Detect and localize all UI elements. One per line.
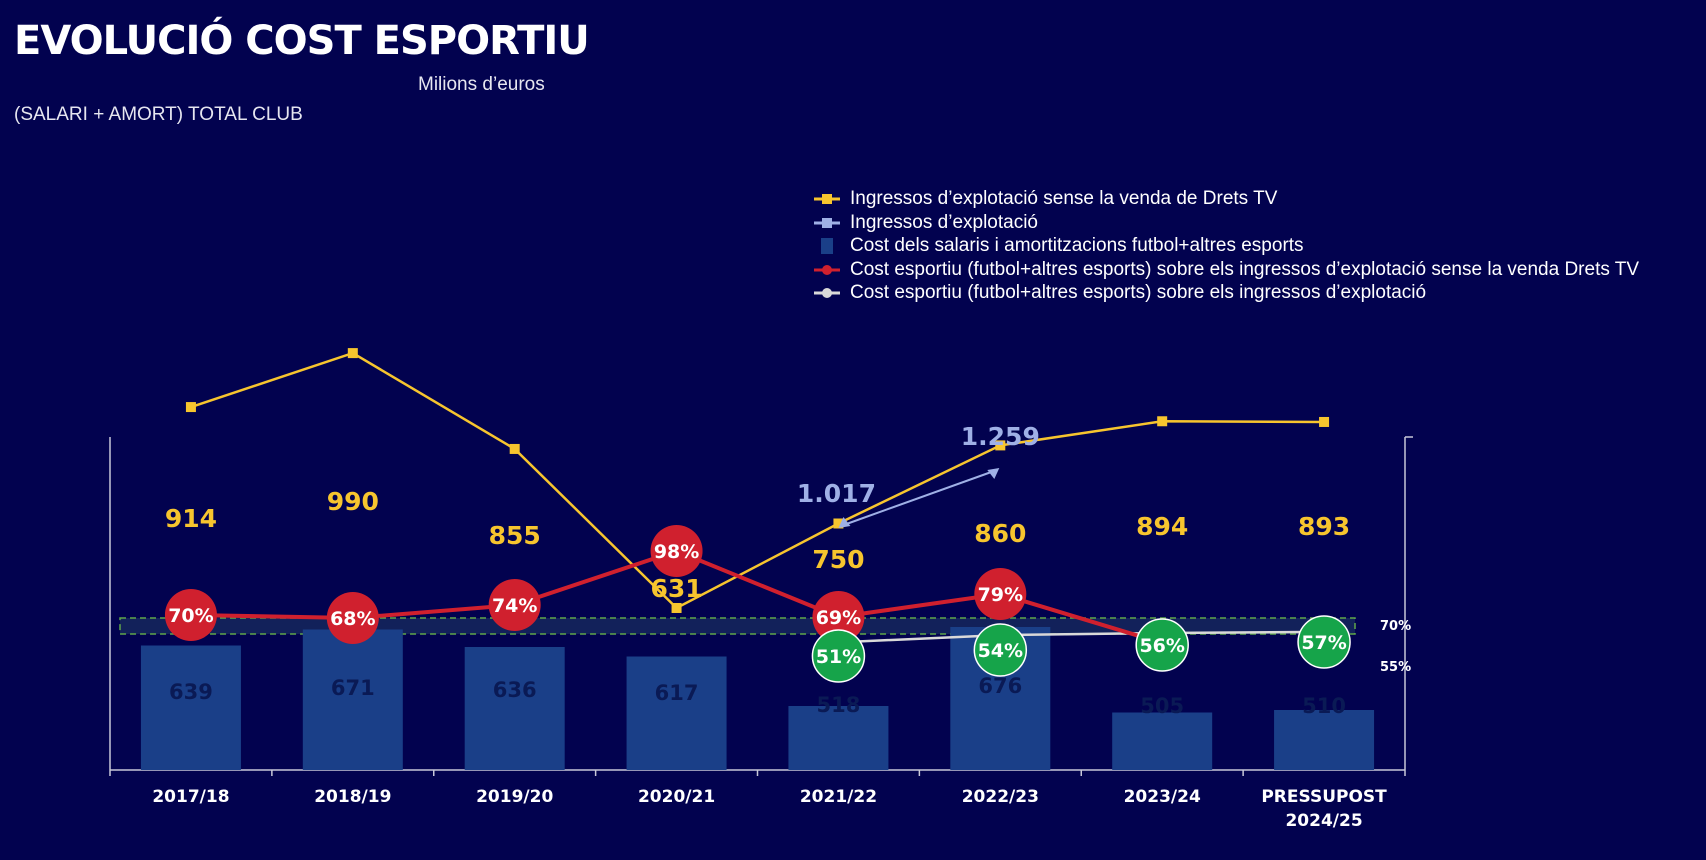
income-no-tv-label: 860 (974, 519, 1026, 548)
income-point (838, 517, 851, 528)
income-no-tv-point (1157, 416, 1168, 427)
x-tick-label: 2017/18 (152, 787, 229, 807)
chart-legend: Ingressos d’explotació sense la venda de… (812, 187, 1639, 305)
ratio-no-tv-label: 74% (492, 595, 537, 617)
x-tick-label: PRESSUPOST (1261, 787, 1387, 807)
legend-label: Cost esportiu (futbol+altres esports) so… (850, 258, 1640, 280)
ratio-no-tv-point (488, 579, 541, 631)
bar (140, 645, 241, 770)
income-no-tv-point (671, 602, 682, 613)
bar-value-label: 676 (978, 674, 1022, 698)
ratio-label: 56% (1139, 635, 1184, 657)
page-title: EVOLUCIÓ COST ESPORTIU (14, 18, 590, 64)
bar-value-label: 518 (817, 693, 861, 717)
income-no-tv-point (347, 348, 358, 359)
bar-value-label: 671 (331, 676, 375, 700)
line-square-marker-icon (814, 217, 840, 228)
income-no-tv-label: 894 (1136, 512, 1188, 541)
x-tick-label: 2024/25 (1285, 811, 1362, 831)
ratio-point (811, 629, 866, 683)
ratio-no-tv-label: 70% (168, 605, 213, 627)
income-no-tv-point (995, 440, 1006, 451)
legend-label: Cost esportiu (futbol+altres esports) so… (850, 282, 1427, 303)
x-tick-label: 2021/22 (800, 787, 877, 807)
legend-label: Cost dels salaris i amortitzacions futbo… (850, 235, 1304, 256)
x-tick-label: 2020/21 (638, 787, 715, 807)
ratio-label: 54% (978, 640, 1023, 662)
line-circle-marker-icon (814, 264, 840, 275)
bar (1112, 712, 1213, 770)
series-line-ratio (838, 630, 1325, 644)
bar-value-label: 505 (1140, 694, 1184, 718)
income-no-tv-point (1319, 416, 1330, 427)
income-no-tv-label: 631 (650, 574, 702, 603)
legend-item-ratio: Cost esportiu (futbol+altres esports) so… (812, 281, 1639, 305)
bar-square-icon (821, 238, 833, 254)
ratio-no-tv-label: 79% (978, 584, 1023, 606)
income-no-tv-point (509, 443, 520, 454)
income-no-tv-label: 750 (812, 545, 864, 574)
legend-label: Ingressos d’explotació (850, 211, 1038, 233)
bar (626, 656, 727, 770)
ratio-label: 51% (816, 646, 861, 668)
ratio-no-tv-point (326, 592, 379, 644)
income-point (987, 468, 1000, 479)
series-line-income (846, 471, 992, 525)
ratio-no-tv-point (164, 589, 217, 641)
page-subtitle: Milions d’euros (418, 74, 545, 95)
ratio-point (1297, 615, 1351, 669)
legend-item-ratio-no-tv: Cost esportiu (futbol+altres esports) so… (812, 258, 1639, 282)
x-tick-label: 2023/24 (1124, 787, 1201, 807)
income-no-tv-point (833, 518, 844, 529)
income-no-tv-point (185, 402, 196, 413)
bar-value-label: 617 (655, 681, 699, 705)
income-no-tv-label: 990 (327, 487, 379, 516)
income-no-tv-label: 893 (1298, 512, 1350, 541)
bar (788, 706, 889, 770)
ratio-no-tv-point (812, 591, 865, 643)
income-no-tv-label: 914 (165, 504, 217, 533)
ratio-no-tv-label: 68% (330, 608, 375, 630)
page-subtitle-secondary: (SALARI + AMORT) TOTAL CLUB (14, 104, 303, 125)
reference-label-high: 70% (1380, 619, 1411, 634)
legend-item-income-no-tv: Ingressos d’explotació sense la venda de… (812, 187, 1639, 211)
bar (302, 629, 403, 770)
legend-item-income: Ingressos d’explotació (812, 211, 1639, 235)
bar-value-label: 636 (493, 678, 537, 702)
series-line-income-no-tv (190, 351, 1325, 610)
bar (464, 647, 565, 770)
x-tick-label: 2018/19 (314, 787, 391, 807)
income-label: 1.017 (797, 479, 876, 508)
line-circle-marker-icon (814, 288, 840, 298)
bar-value-label: 510 (1302, 694, 1346, 718)
ratio-point (973, 623, 1028, 677)
line-square-marker-icon (814, 194, 840, 204)
legend-item-salary-cost: Cost dels salaris i amortitzacions futbo… (812, 234, 1639, 258)
bar-value-label: 639 (169, 680, 213, 704)
ratio-no-tv-label: 98% (654, 541, 699, 563)
ratio-label: 57% (1301, 632, 1346, 654)
ratio-no-tv-label: 69% (816, 607, 861, 629)
bar (1274, 710, 1375, 770)
reference-label-low: 55% (1380, 660, 1411, 675)
ratio-point (1135, 618, 1189, 672)
income-label: 1.259 (961, 422, 1040, 451)
income-no-tv-label: 855 (489, 521, 541, 550)
ratio-no-tv-point (650, 525, 703, 577)
ratio-no-tv-point (974, 568, 1027, 620)
legend-label: Ingressos d’explotació sense la venda de… (850, 188, 1278, 209)
x-tick-label: 2022/23 (962, 787, 1039, 807)
x-tick-label: 2019/20 (476, 787, 553, 807)
